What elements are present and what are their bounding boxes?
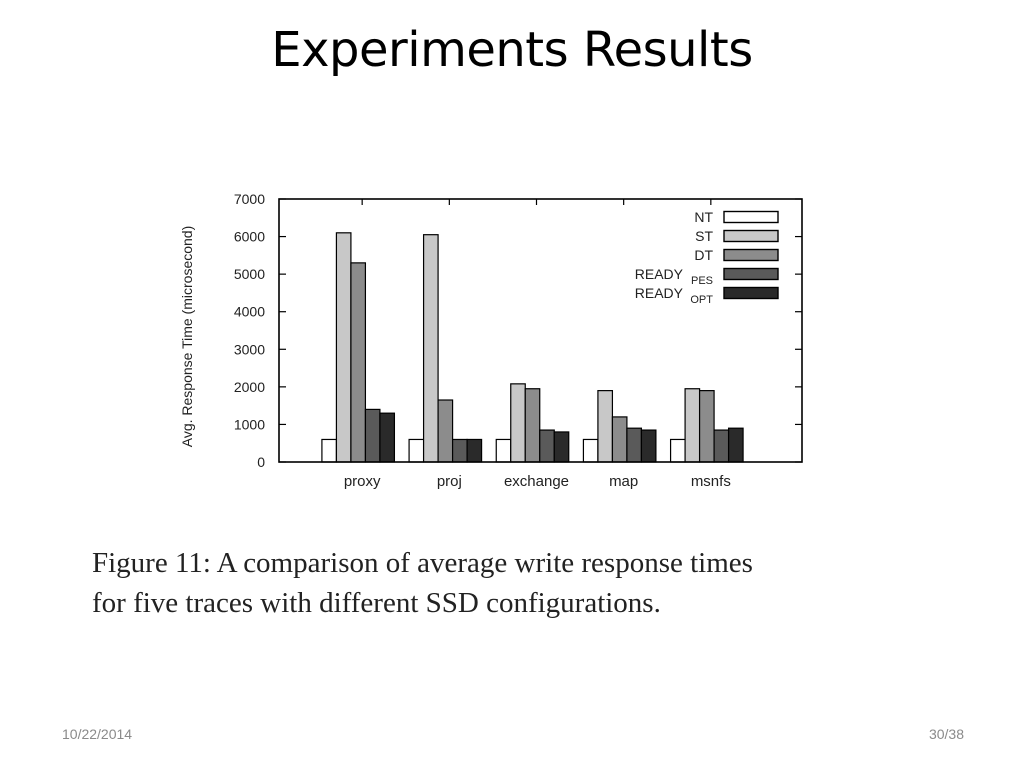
bar-map-st [597, 390, 614, 463]
bar-proj-nt [408, 438, 425, 463]
y-tick-label: 5000 [234, 266, 265, 282]
legend-swatch [723, 248, 779, 262]
y-tick-label: 7000 [234, 191, 265, 207]
bar-map-nt [582, 438, 599, 463]
bar-msnfs-ready-pes [713, 429, 730, 463]
figure-caption: Figure 11: A comparison of average write… [92, 543, 952, 623]
x-tick-label: map [609, 473, 638, 490]
bar-proxy-dt [350, 262, 367, 463]
bar-proj-ready-opt [466, 438, 483, 463]
y-tick-label: 3000 [234, 341, 265, 357]
legend-label: ST [695, 228, 713, 244]
bar-exchange-nt [495, 438, 512, 463]
bar-map-dt [611, 416, 628, 463]
bar-exchange-st [510, 383, 526, 463]
caption-line-1: Figure 11: A comparison of average write… [92, 547, 753, 579]
x-tick-label: proxy [344, 473, 381, 490]
bar-chart: proxy proj exchange map msnfs 0 1000 2000 3000 40… [179, 191, 803, 490]
y-tick-label: 1000 [234, 416, 265, 432]
y-axis-label: Avg. Response Time (microsecond) [179, 226, 195, 448]
bar-msnfs-st [684, 388, 701, 463]
legend-label: NT [694, 209, 713, 225]
bar-msnfs-nt [669, 438, 686, 463]
bar-proj-ready-pes [451, 438, 468, 463]
y-tick-label: 6000 [234, 229, 265, 245]
bar-msnfs-dt [698, 390, 715, 463]
bar-msnfs-ready-opt [727, 427, 744, 463]
bar-proj-dt [437, 399, 454, 463]
bar-map-ready-pes [626, 427, 643, 463]
slide-title: Experiments Results [271, 22, 753, 78]
bar-proxy-nt [321, 438, 338, 463]
x-tick-label: msnfs [691, 473, 731, 490]
legend-swatch [723, 286, 779, 300]
legend-label: READY [635, 266, 684, 282]
bar-proxy-ready-pes [364, 408, 381, 463]
legend-label-subscript: PES [691, 275, 713, 287]
y-tick-label: 0 [257, 454, 265, 470]
legend-label: DT [694, 247, 713, 263]
bar-proxy-st [335, 232, 352, 463]
bar-map-ready-opt [640, 429, 657, 463]
bar-proxy-ready-opt [379, 412, 396, 463]
bar-proj-st [422, 234, 439, 463]
bar-exchange-dt [524, 388, 541, 463]
legend-swatch [723, 210, 779, 224]
bar-exchange-ready-opt [553, 431, 570, 463]
legend-swatch [723, 229, 779, 243]
y-tick-label: 2000 [234, 379, 265, 395]
plot-frame [278, 198, 803, 463]
footer-date: 10/22/2014 [62, 726, 133, 742]
bar-exchange-ready-pes [539, 429, 555, 463]
caption-line-2: for five traces with different SSD confi… [92, 587, 661, 619]
y-tick-label: 4000 [234, 304, 265, 320]
legend-label: READY [635, 285, 684, 301]
legend-label-subscript: OPT [690, 294, 713, 306]
footer-page-number: 30/38 [928, 726, 964, 742]
x-tick-label: exchange [504, 473, 569, 490]
legend-swatch [723, 267, 779, 281]
x-tick-label: proj [437, 473, 462, 490]
